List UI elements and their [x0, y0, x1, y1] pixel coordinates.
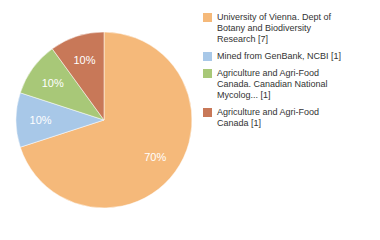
svg-text:10%: 10%	[42, 77, 64, 89]
svg-text:70%: 70%	[144, 151, 166, 163]
html-text:Mined from GenBank, NCBI [1]: Mined from GenBank, NCBI [1]	[217, 51, 342, 61]
html-text:Agriculture and Agri-Food Cana: Agriculture and Agri-Food Canada [1]	[217, 107, 320, 128]
svg-text:10%: 10%	[73, 54, 95, 66]
html-text:University of Vienna. Dept of: University of Vienna. Dept of Botany and…	[217, 12, 331, 44]
svg-text:10%: 10%	[30, 114, 52, 126]
html-text:Agriculture and Agri-Food Cana: Agriculture and Agri-Food Canada. Canadi…	[217, 68, 328, 100]
